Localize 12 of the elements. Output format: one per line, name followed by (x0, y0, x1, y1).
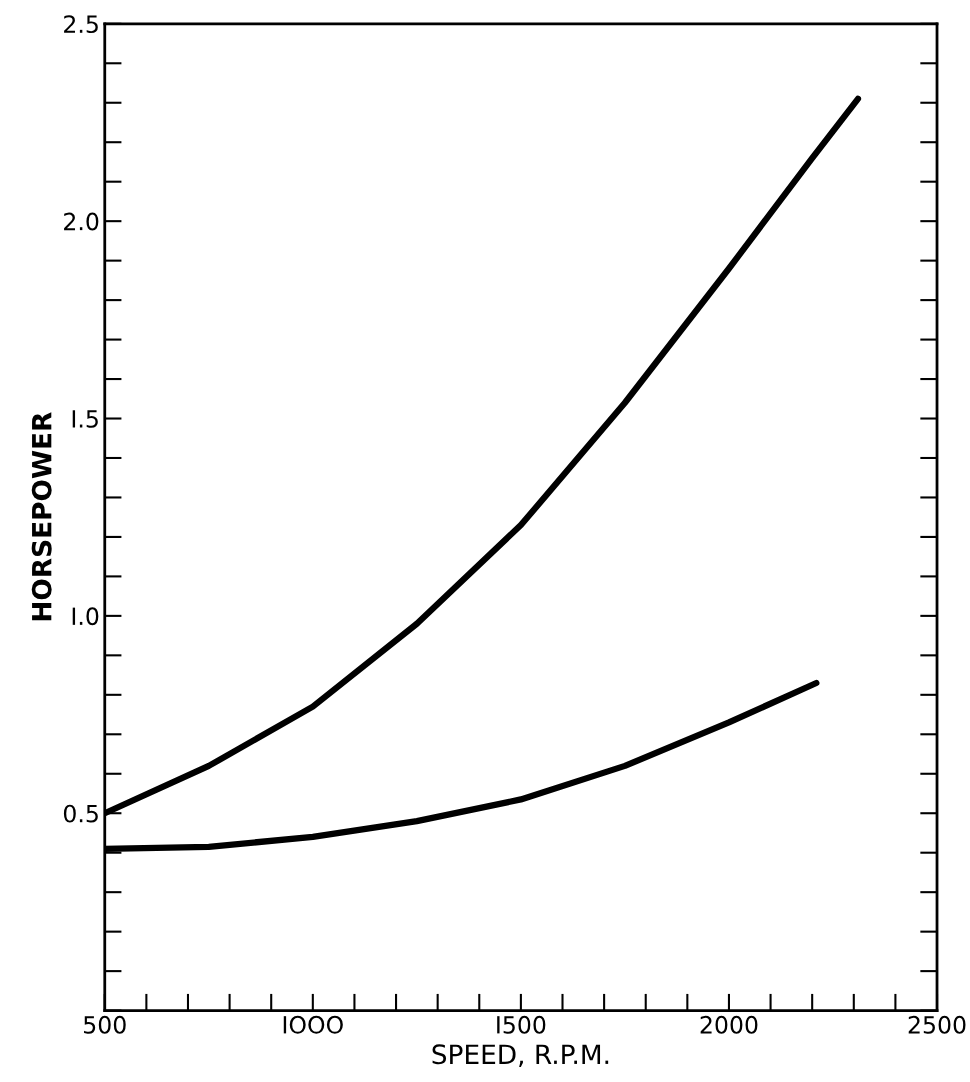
x-tick-label: 2500 (908, 1015, 966, 1034)
x-tick-label: IOOO (283, 1015, 343, 1034)
y-tick-label: I.5 (72, 410, 98, 428)
y-tick-label: I.0 (72, 607, 99, 626)
x-tick-label: 2000 (700, 1015, 758, 1034)
x-tick-label: I500 (497, 1015, 546, 1034)
x-axis-title: SPEED, R.P.M. (432, 1044, 609, 1067)
y-tick-label: 2.5 (64, 15, 98, 34)
y-tick-label: 2.0 (64, 212, 99, 231)
y-axis-title: HORSEPOWER (31, 412, 52, 621)
x-tick-label: 500 (84, 1015, 126, 1034)
y-tick-label: 0.5 (63, 804, 98, 823)
